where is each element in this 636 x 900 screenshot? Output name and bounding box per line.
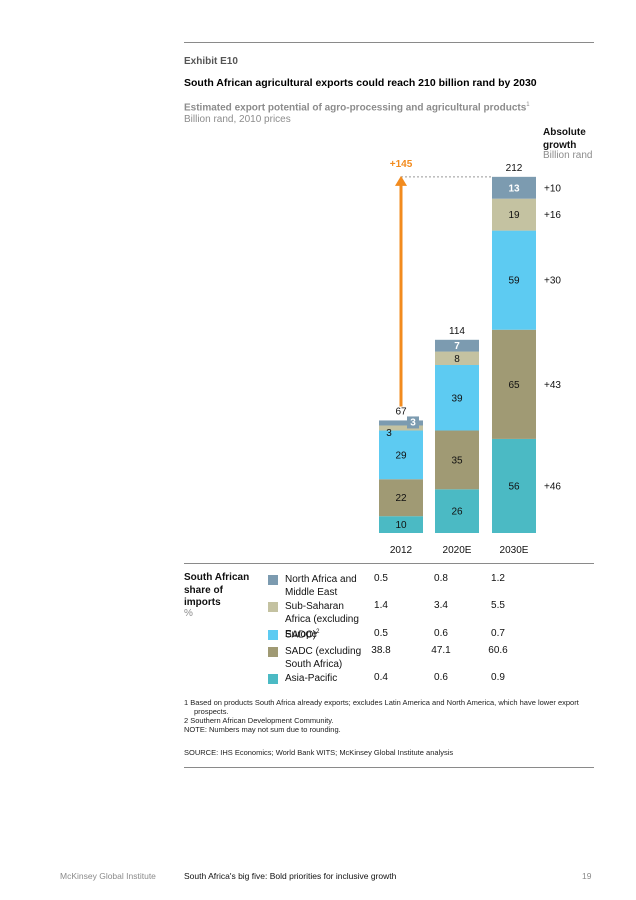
exhibit-label: Exhibit E10: [184, 56, 238, 67]
bar-segment: [435, 489, 479, 533]
bar-segment: [379, 479, 423, 517]
legend-swatch: [268, 674, 278, 684]
bar-total-label: 212: [506, 163, 523, 174]
x-tick-label: 2020E: [443, 545, 472, 556]
chart-units: Billion rand, 2010 prices: [184, 114, 291, 125]
legend-label: Sub-Saharan Africa (excluding SADC)2: [285, 601, 359, 641]
bar-segment: [435, 365, 479, 431]
bar-value-label: 59: [508, 276, 520, 287]
bottom-rule: [184, 767, 594, 768]
page-number: 19: [582, 871, 592, 881]
growth-label: +16: [544, 210, 561, 221]
share-value: 1.4: [374, 600, 388, 611]
growth-header-line2: growth: [543, 140, 577, 151]
bar-value-label: 29: [395, 450, 407, 461]
bar-value-label: 8: [454, 354, 460, 365]
growth-label: +46: [544, 481, 561, 492]
legend-swatch: [268, 647, 278, 657]
bar-value-label: 10: [395, 520, 407, 531]
bar-segment: [379, 425, 423, 431]
legend-label: Europe: [285, 629, 318, 640]
bar-value-label: 39: [451, 393, 463, 404]
share-unit: %: [184, 608, 193, 619]
share-value: 38.8: [371, 645, 391, 656]
growth-arrow-head: [395, 175, 407, 186]
source-line: SOURCE: IHS Economics; World Bank WITS; …: [184, 748, 454, 757]
bar-segment: [492, 329, 536, 439]
legend-swatch: [268, 602, 278, 612]
bar-segment: [492, 198, 536, 231]
legend-label: Asia-Pacific: [285, 673, 338, 684]
bar-value-label: 19: [508, 210, 520, 221]
share-heading-2: share of: [184, 585, 223, 596]
x-tick-label: 2012: [390, 545, 413, 556]
value-label-bg: [407, 416, 419, 429]
growth-label: +30: [544, 276, 561, 287]
share-value: 0.6: [434, 628, 448, 639]
growth-label: +10: [544, 183, 561, 194]
top-rule: [184, 42, 594, 43]
bar-segment: [492, 176, 536, 199]
share-value: 0.7: [491, 628, 505, 639]
share-value: 5.5: [491, 600, 505, 611]
growth-header-unit: Billion rand: [543, 150, 593, 161]
footnote-1: 1 Based on products South Africa already…: [184, 698, 579, 707]
footnote-note: NOTE: Numbers may not sum due to roundin…: [184, 725, 341, 734]
bar-segment: [435, 351, 479, 365]
share-value: 1.2: [491, 573, 505, 584]
bar-total-label: 114: [449, 326, 465, 337]
bar-total-label: 67: [395, 406, 407, 417]
bar-segment: [379, 516, 423, 533]
bar-value-label: 13: [508, 183, 520, 194]
legend-swatch: [268, 575, 278, 585]
share-value: 0.5: [374, 573, 388, 584]
share-value: 47.1: [431, 645, 451, 656]
legend-label: North Africa and Middle East: [285, 574, 357, 598]
share-value: 3.4: [434, 600, 448, 611]
bar-value-label: 3: [386, 428, 392, 439]
growth-header-line1: Absolute: [543, 127, 586, 138]
total-growth-label: +145: [390, 159, 413, 170]
bar-value-label: 35: [451, 455, 463, 466]
subtitle-footnote-mark: 1: [526, 102, 530, 108]
footer-report-title: South Africa's big five: Bold priorities…: [184, 871, 397, 881]
stacked-bar-chart: 10222933672012263539871142020E5665591913…: [379, 159, 561, 556]
x-tick-label: 2030E: [500, 545, 529, 556]
share-heading-1: South African: [184, 572, 250, 583]
chart-subtitle: Estimated export potential of agro-proce…: [184, 102, 530, 113]
bar-value-label: 7: [454, 341, 460, 352]
bar-segment: [379, 430, 423, 480]
legend-swatch: [268, 630, 278, 640]
share-value: 0.8: [434, 573, 448, 584]
bar-segment: [435, 430, 479, 490]
legend-footnote-mark: 2: [316, 629, 320, 635]
bar-value-label: 65: [508, 380, 520, 391]
footer-publisher: McKinsey Global Institute: [60, 871, 156, 881]
footnote-1-cont: prospects.: [194, 707, 229, 716]
bar-value-label: 26: [451, 507, 463, 518]
share-value: 0.4: [374, 672, 388, 683]
share-value: 60.6: [488, 645, 508, 656]
bar-segment: [379, 420, 423, 426]
share-value: 0.9: [491, 672, 505, 683]
bar-segment: [492, 230, 536, 330]
exhibit-title: South African agricultural exports could…: [184, 77, 537, 89]
bar-segment: [435, 339, 479, 352]
bar-value-label: 22: [395, 493, 407, 504]
growth-label: +43: [544, 380, 561, 391]
legend-label: SADC (excluding South Africa): [285, 646, 362, 670]
mid-rule: [184, 563, 594, 564]
subtitle-text: Estimated export potential of agro-proce…: [184, 102, 527, 114]
share-value: 0.5: [374, 628, 388, 639]
bar-value-label: 56: [508, 481, 520, 492]
footnote-2: 2 Southern African Development Community…: [184, 716, 334, 725]
share-value: 0.6: [434, 672, 448, 683]
bar-value-label: 3: [410, 417, 416, 428]
share-heading-3: imports: [184, 597, 221, 608]
bar-segment: [492, 438, 536, 533]
